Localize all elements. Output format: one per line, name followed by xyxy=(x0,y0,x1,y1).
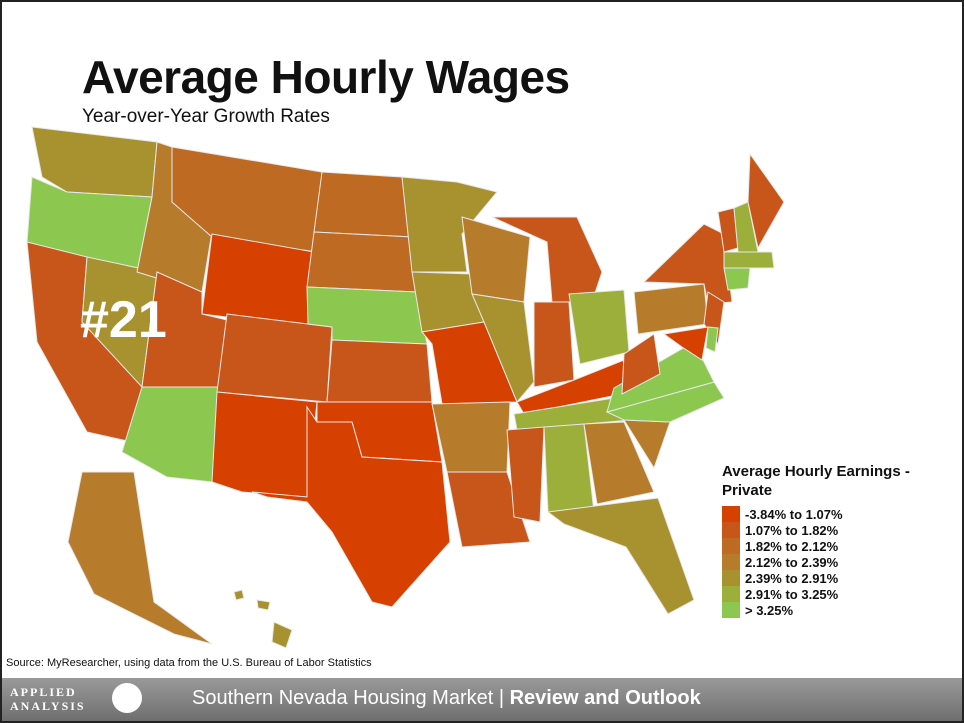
rank-label: #21 xyxy=(80,291,167,349)
legend-swatch xyxy=(722,506,740,522)
source: Source: MyResearcher, using data from th… xyxy=(6,657,372,669)
ms xyxy=(506,426,545,523)
legend-item: > 3.25% xyxy=(722,602,952,618)
legend-label: 1.82% to 2.12% xyxy=(745,538,839,554)
legend-label: 2.91% to 3.25% xyxy=(745,586,839,602)
footer-text: Southern Nevada Housing Market | Review … xyxy=(192,687,701,710)
legend-label: 1.07% to 1.82% xyxy=(745,522,839,538)
ks xyxy=(326,339,433,403)
md xyxy=(662,326,709,361)
oh xyxy=(568,289,630,365)
hi-2 xyxy=(256,599,271,611)
ma xyxy=(723,251,775,269)
ct xyxy=(723,267,751,291)
la xyxy=(446,471,531,548)
legend-item: 2.12% to 2.39% xyxy=(722,554,952,570)
legend-label: 2.12% to 2.39% xyxy=(745,554,839,570)
il xyxy=(471,293,535,403)
ny xyxy=(642,223,733,305)
wv xyxy=(621,333,661,395)
nm xyxy=(211,391,318,498)
pa xyxy=(633,283,709,335)
legend-swatch xyxy=(722,602,740,618)
legend-title: Average Hourly Earnings - Private xyxy=(722,463,910,499)
logo-line: APPLIED xyxy=(10,685,77,699)
ak xyxy=(67,471,213,645)
title: Average Hourly Wages xyxy=(82,51,570,103)
az xyxy=(121,386,223,483)
va xyxy=(606,341,715,413)
subtitle: Year-over-Year Growth Rates xyxy=(82,106,330,127)
footer-separator: | xyxy=(498,687,505,709)
ga xyxy=(583,421,655,505)
legend-item: 2.91% to 3.25% xyxy=(722,586,952,602)
legend: Average Hourly Earnings - Private -3.84%… xyxy=(722,462,952,618)
legend-item: 1.82% to 2.12% xyxy=(722,538,952,554)
hi-1 xyxy=(233,589,245,601)
legend-label: > 3.25% xyxy=(745,602,794,618)
fl xyxy=(546,497,695,615)
legend-label: 2.39% to 2.91% xyxy=(745,570,839,586)
legend-swatch xyxy=(722,554,740,570)
legend-swatch xyxy=(722,570,740,586)
hi-3 xyxy=(271,621,293,649)
legend-item: -3.84% to 1.07% xyxy=(722,506,952,522)
in xyxy=(533,301,575,388)
legend-swatch xyxy=(722,586,740,602)
nd xyxy=(313,171,413,238)
footer-main: Southern Nevada Housing Market xyxy=(192,687,494,709)
me xyxy=(747,152,785,250)
footer-bold: Review and Outlook xyxy=(509,687,701,709)
sd xyxy=(306,231,418,293)
logo: APPLIED ANALYSIS xyxy=(10,685,86,713)
legend-item: 2.39% to 2.91% xyxy=(722,570,952,586)
legend-swatch xyxy=(722,538,740,554)
tx xyxy=(251,405,451,608)
co xyxy=(216,313,333,403)
legend-label: -3.84% to 1.07% xyxy=(745,506,843,522)
legend-swatch xyxy=(722,522,740,538)
ar xyxy=(431,401,511,473)
de xyxy=(705,326,719,353)
logo-line: ANALYSIS xyxy=(10,699,86,713)
legend-item: 1.07% to 1.82% xyxy=(722,522,952,538)
logo-mark xyxy=(112,683,142,713)
footer: APPLIED ANALYSIS Southern Nevada Housing… xyxy=(2,678,962,721)
